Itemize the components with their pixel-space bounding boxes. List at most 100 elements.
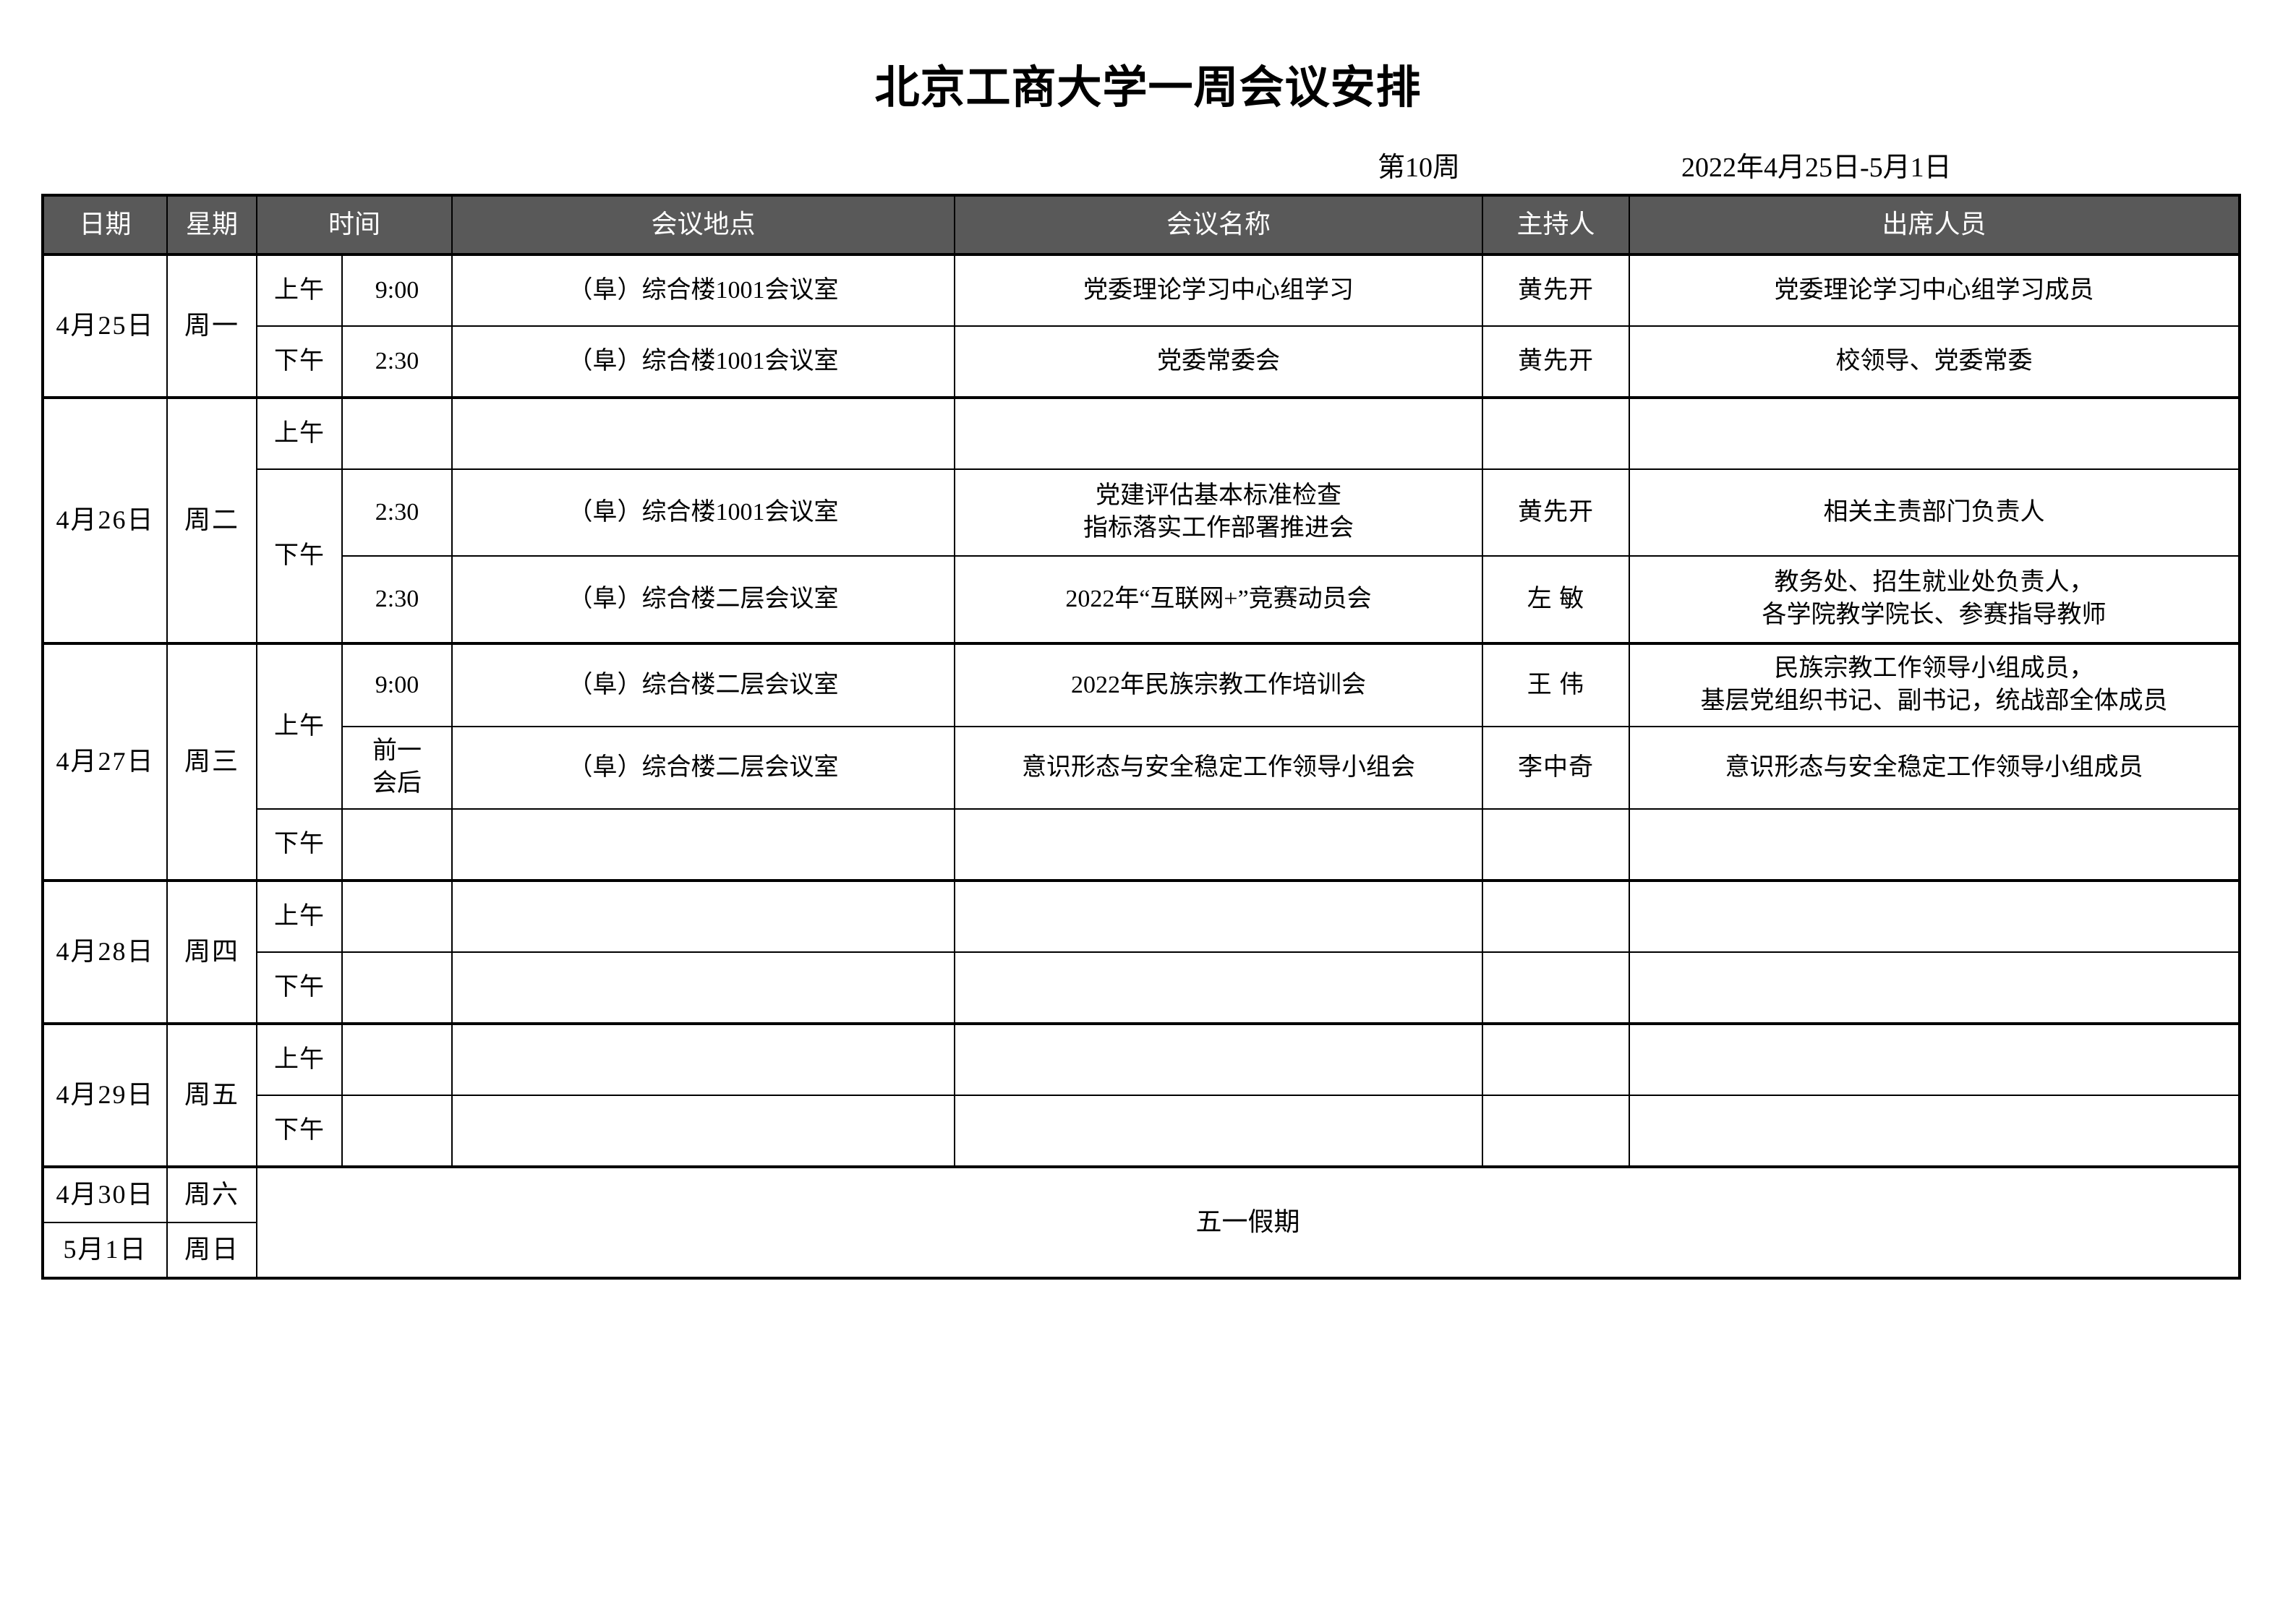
cell-date: 4月25日 xyxy=(42,253,168,398)
week-number-label: 第10周 xyxy=(1378,153,1461,183)
cell-ampm: 下午 xyxy=(256,1095,343,1168)
cell-ampm: 下午 xyxy=(256,325,343,398)
cell-meeting: 党委理论学习中心组学习 xyxy=(954,253,1484,327)
cell-location xyxy=(451,1095,956,1168)
cell-ampm: 下午 xyxy=(256,468,343,644)
cell-location: （阜）综合楼1001会议室 xyxy=(451,325,956,398)
cell-meeting: 2022年民族宗教工作培训会 xyxy=(954,642,1484,727)
table-row: 下午 xyxy=(43,951,2241,1024)
cell-location: （阜）综合楼1001会议室 xyxy=(451,253,956,327)
table-row: 4月26日 周二 上午 xyxy=(42,396,2241,644)
cell-weekday: 周二 xyxy=(166,396,257,644)
cell-ampm: 上午 xyxy=(256,396,343,470)
cell-ampm: 上午 xyxy=(256,879,343,953)
table-row: 4月27日 周三 上午 9:00 （阜）综合楼二层会议室 2022年民族宗教工作… xyxy=(42,642,2241,881)
table-row: 下午 xyxy=(43,808,2241,881)
weekly-meeting-schedule-table: 日期 星期 时间 会议地点 会议名称 主持人 出席人员 4月25日 周一 上午 … xyxy=(41,194,2242,1280)
cell-ampm: 下午 xyxy=(256,951,343,1024)
cell-attendees xyxy=(1629,808,2241,881)
cell-attendees: 意识形态与安全稳定工作领导小组成员 xyxy=(1629,726,2241,810)
cell-weekday: 周一 xyxy=(166,253,257,398)
cell-meeting xyxy=(954,879,1484,953)
cell-attendees xyxy=(1629,1022,2241,1096)
cell-attendees: 相关主责部门负责人 xyxy=(1629,468,2241,557)
column-header-location: 会议地点 xyxy=(451,194,956,255)
cell-time-line-1: 前一 xyxy=(372,737,422,765)
cell-attendees: 党委理论学习中心组学习成员 xyxy=(1629,253,2241,327)
cell-attendees-line-1: 教务处、招生就业处负责人， xyxy=(1774,569,2094,596)
cell-meeting: 意识形态与安全稳定工作领导小组会 xyxy=(954,726,1484,810)
cell-host xyxy=(1482,1095,1631,1168)
cell-date: 4月26日 xyxy=(42,396,168,644)
cell-date: 4月28日 xyxy=(42,879,168,1024)
cell-time xyxy=(341,1022,453,1096)
cell-host: 左 敏 xyxy=(1482,555,1631,644)
cell-location: （阜）综合楼二层会议室 xyxy=(451,642,956,727)
cell-host: 黄先开 xyxy=(1482,468,1631,557)
cell-time xyxy=(341,1095,453,1168)
cell-time xyxy=(341,879,453,953)
cell-host: 黄先开 xyxy=(1482,325,1631,398)
cell-meeting xyxy=(954,1022,1484,1096)
cell-location: （阜）综合楼1001会议室 xyxy=(451,468,956,557)
cell-date: 4月30日 xyxy=(42,1165,168,1223)
cell-ampm: 上午 xyxy=(256,1022,343,1096)
table-row: 4月30日 周六 五一假期 xyxy=(42,1165,2241,1279)
cell-attendees xyxy=(1629,879,2241,953)
column-header-weekday: 星期 xyxy=(166,194,257,255)
table-row: 下午 xyxy=(43,1095,2241,1168)
cell-meeting xyxy=(954,808,1484,881)
cell-attendees xyxy=(1629,396,2241,470)
table-row: 4月28日 周四 上午 xyxy=(42,879,2241,1024)
cell-attendees-line-1: 民族宗教工作领导小组成员， xyxy=(1774,655,2094,682)
cell-host xyxy=(1482,396,1631,470)
date-range-label: 2022年4月25日-5月1日 xyxy=(1681,153,1952,183)
cell-holiday-note: 五一假期 xyxy=(255,1165,2241,1279)
cell-attendees-line-2: 基层党组织书记、副书记，统战部全体成员 xyxy=(1700,688,2168,714)
cell-date: 5月1日 xyxy=(42,1222,168,1279)
cell-time: 9:00 xyxy=(341,253,453,327)
column-header-date: 日期 xyxy=(42,194,168,255)
table-row: 下午 2:30 （阜）综合楼1001会议室 党建评估基本标准检查 指标落实工作部… xyxy=(43,468,2241,644)
cell-time: 2:30 xyxy=(341,325,453,398)
cell-ampm: 上午 xyxy=(256,253,343,327)
column-header-attendees: 出席人员 xyxy=(1629,194,2241,255)
cell-time: 9:00 xyxy=(341,642,453,727)
cell-location xyxy=(451,879,956,953)
cell-time: 2:30 xyxy=(341,468,453,557)
cell-location: （阜）综合楼二层会议室 xyxy=(451,555,956,644)
cell-ampm: 下午 xyxy=(256,808,343,881)
table-header-row: 日期 星期 时间 会议地点 会议名称 主持人 出席人员 xyxy=(42,194,2241,255)
table-row: 4月25日 周一 上午 9:00 （阜）综合楼1001会议室 党委理论学习中心组… xyxy=(42,253,2241,398)
cell-host xyxy=(1482,808,1631,881)
cell-meeting xyxy=(954,951,1484,1024)
cell-host xyxy=(1482,1022,1631,1096)
cell-attendees: 教务处、招生就业处负责人， 各学院教学院长、参赛指导教师 xyxy=(1629,555,2241,644)
cell-location xyxy=(451,951,956,1024)
cell-host xyxy=(1482,951,1631,1024)
column-header-time: 时间 xyxy=(255,194,453,255)
cell-host: 王 伟 xyxy=(1482,642,1631,727)
cell-time xyxy=(341,951,453,1024)
cell-weekday: 周日 xyxy=(166,1222,257,1279)
column-header-host: 主持人 xyxy=(1482,194,1631,255)
cell-location xyxy=(451,1022,956,1096)
cell-meeting: 党委常委会 xyxy=(954,325,1484,398)
cell-host: 黄先开 xyxy=(1482,253,1631,327)
cell-time: 2:30 xyxy=(341,555,453,644)
table-row: 下午 2:30 （阜）综合楼1001会议室 党委常委会 黄先开 校领导、党委常委 xyxy=(43,325,2241,398)
cell-location xyxy=(451,808,956,881)
cell-attendees-line-2: 各学院教学院长、参赛指导教师 xyxy=(1762,601,2107,628)
cell-ampm: 上午 xyxy=(256,642,343,810)
table-row: 5月1日 周日 xyxy=(42,1222,2240,1279)
cell-attendees xyxy=(1629,1095,2241,1168)
cell-meeting xyxy=(954,396,1484,470)
cell-location xyxy=(451,396,956,470)
cell-location: （阜）综合楼二层会议室 xyxy=(451,726,956,810)
cell-host: 李中奇 xyxy=(1482,726,1631,810)
table-row: 2:30 （阜）综合楼二层会议室 2022年“互联网+”竞赛动员会 左 敏 教务… xyxy=(43,555,2241,644)
cell-time-line-2: 会后 xyxy=(372,770,422,797)
cell-weekday: 周四 xyxy=(166,879,257,1024)
column-header-meeting: 会议名称 xyxy=(954,194,1484,255)
